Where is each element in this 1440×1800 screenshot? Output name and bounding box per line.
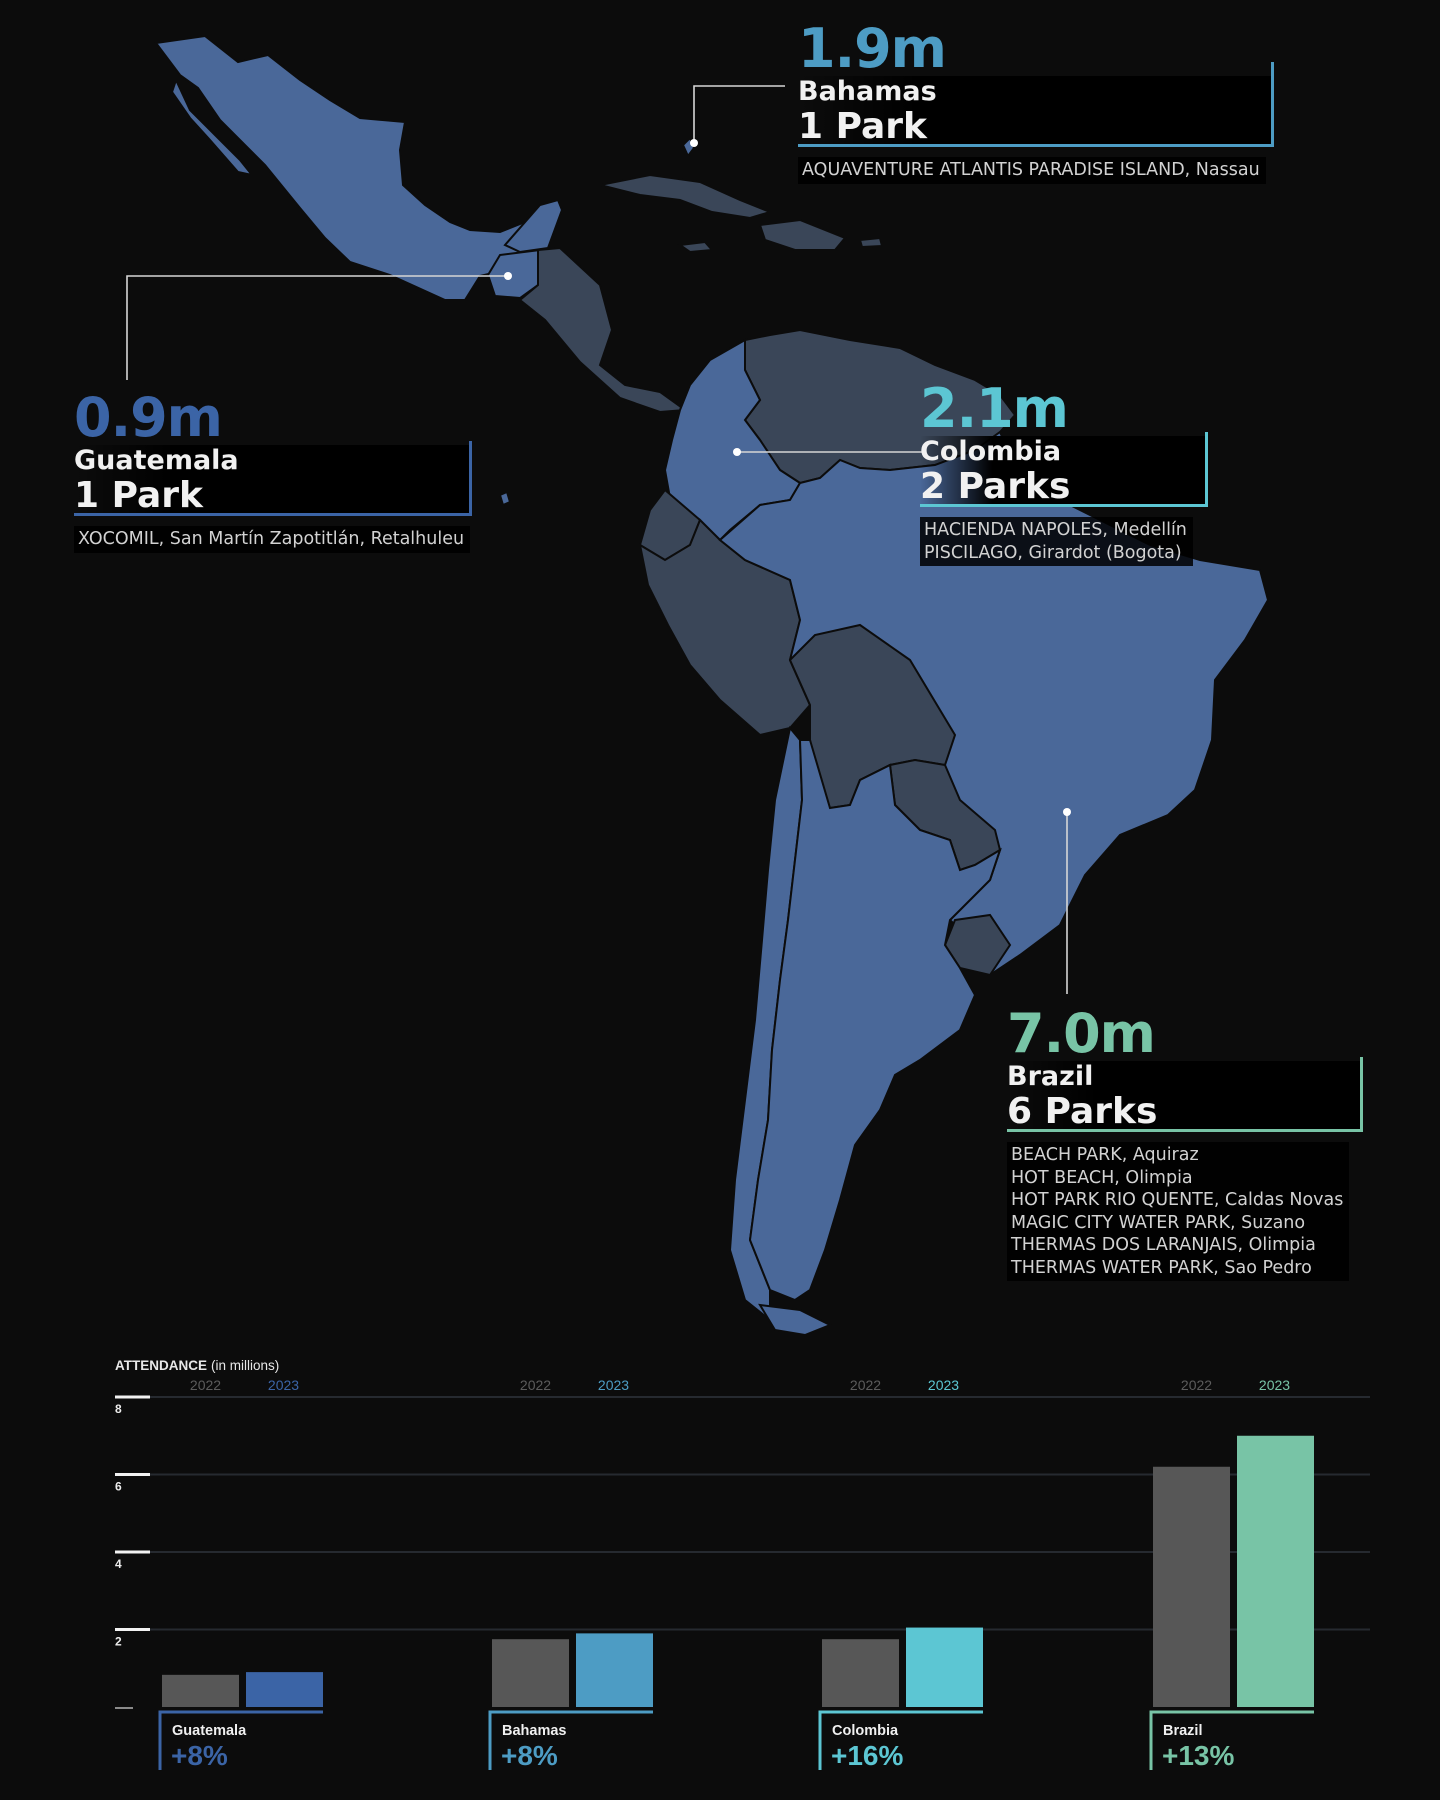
baja-california-shape [170, 77, 255, 177]
latin-america-map [126, 34, 1270, 1337]
brazil-marker [1063, 808, 1071, 816]
group-name-bahamas: Bahamas [502, 1723, 566, 1739]
venue-item: THERMAS WATER PARK, Sao Pedro [1011, 1257, 1312, 1278]
hispaniola-shape [758, 218, 847, 251]
guatemala-callout: 0.9m Guatemala 1 Park XOCOMIL, San Martí… [74, 391, 472, 553]
y-tick-label: 4 [115, 1557, 122, 1571]
guatemala-attendance-value: 0.9m [74, 386, 223, 449]
bahamas-attendance-value: 1.9m [798, 17, 947, 80]
group-name-colombia: Colombia [832, 1723, 899, 1739]
group-frame [488, 1710, 653, 1770]
venue-item: XOCOMIL, San Martín Zapotitlán, Retalhul… [78, 529, 465, 549]
guatemala-frame-horizontal [74, 513, 472, 516]
guatemala-venue-list: XOCOMIL, San Martín Zapotitlán, Retalhul… [74, 526, 471, 553]
bar-2022-guatemala [162, 1674, 239, 1707]
group-name-guatemala: Guatemala [172, 1723, 247, 1739]
bar-2022-bahamas [492, 1639, 569, 1707]
year-label-2022: 2022 [1181, 1377, 1212, 1393]
bar-2023-brazil [1237, 1435, 1314, 1707]
y-axis: 8 6 4 2 [115, 1395, 150, 1709]
bar-2023-bahamas [576, 1633, 653, 1707]
group-frame [1149, 1710, 1314, 1770]
chart-title-note: (in millions) [211, 1358, 279, 1373]
venue-item: HACIENDA NAPOLES, Medellín [924, 520, 1187, 540]
bahamas-country-name: Bahamas [798, 76, 937, 107]
guatemala-marker [504, 272, 512, 280]
brazil-attendance-value: 7.0m [1007, 1002, 1156, 1065]
colombia-marker [733, 448, 741, 456]
group-name-brazil: Brazil [1163, 1723, 1203, 1739]
venue-item: AQUAVENTURE ATLANTIS PARADISE ISLAND, Na… [802, 160, 1260, 180]
colombia-park-count: 2 Parks [920, 466, 1071, 507]
venue-item: PISCILAGO, Girardot (Bogota) [924, 542, 1182, 563]
argentina-shape [748, 739, 1002, 1302]
colombia-frame-horizontal [920, 504, 1208, 507]
attendance-bar-chart: ATTENDANCE (in millions) 8 6 4 2 2022 2023 Gua… [115, 1358, 1370, 1771]
chart-bars [162, 1435, 1314, 1707]
group-change-colombia: +16% [831, 1740, 903, 1771]
guatemala-park-count: 1 Park [74, 475, 203, 516]
tierra-del-fuego-shape [758, 1303, 833, 1337]
mexico-shape [154, 34, 542, 301]
guatemala-leader-line [126, 275, 508, 380]
bar-2022-colombia [822, 1639, 899, 1707]
brazil-country-name: Brazil [1007, 1061, 1094, 1092]
guatemala-frame-vertical [469, 441, 472, 516]
bahamas-leader-line [693, 85, 785, 146]
venue-item: MAGIC CITY WATER PARK, Suzano [1011, 1212, 1306, 1233]
chart-title: ATTENDANCE (in millions) [115, 1358, 279, 1373]
year-label-2023: 2023 [1259, 1377, 1290, 1393]
bar-2022-brazil [1153, 1466, 1230, 1707]
bar-2023-guatemala [246, 1672, 323, 1707]
central-america-shape [518, 246, 688, 414]
bahamas-frame-vertical [1271, 62, 1274, 147]
brazil-venue-list: BEACH PARK, Aquiraz HOT BEACH, Olimpia H… [1007, 1142, 1350, 1281]
bahamas-venue-list: AQUAVENTURE ATLANTIS PARADISE ISLAND, Na… [798, 157, 1266, 184]
brazil-callout: 7.0m Brazil 6 Parks BEACH PARK, Aquiraz … [1007, 1007, 1363, 1281]
chart-title-main: ATTENDANCE [115, 1358, 207, 1373]
colombia-attendance-value: 2.1m [920, 377, 1069, 440]
venue-item: BEACH PARK, Aquiraz [1011, 1145, 1199, 1165]
y-tick-label: 8 [115, 1402, 122, 1416]
colombia-country-name: Colombia [920, 436, 1062, 467]
colombia-callout: 2.1m Colombia 2 Parks HACIENDA NAPOLES, … [920, 382, 1208, 566]
brazil-frame-horizontal [1007, 1129, 1363, 1132]
brazil-frame-vertical [1360, 1057, 1363, 1132]
brazil-park-count: 6 Parks [1007, 1091, 1158, 1132]
colombia-title-box: Colombia 2 Parks [920, 432, 1208, 507]
bahamas-callout: 1.9m Bahamas 1 Park AQUAVENTURE ATLANTIS… [798, 22, 1274, 184]
colombia-venue-list: HACIENDA NAPOLES, Medellín PISCILAGO, Gi… [920, 517, 1193, 566]
group-frame [818, 1710, 983, 1770]
venue-item: HOT BEACH, Olimpia [1011, 1167, 1193, 1188]
jamaica-shape [677, 240, 715, 254]
y-tick-label: 2 [115, 1635, 122, 1649]
group-change-bahamas: +8% [501, 1740, 558, 1771]
year-label-2022: 2022 [190, 1377, 221, 1393]
venue-item: HOT PARK RIO QUENTE, Caldas Novas [1011, 1190, 1344, 1210]
puerto-rico-shape [858, 236, 884, 249]
bahamas-marker [690, 139, 698, 147]
brazil-title-box: Brazil 6 Parks [1007, 1057, 1363, 1132]
year-label-2023: 2023 [598, 1377, 629, 1393]
bar-2023-colombia [906, 1627, 983, 1707]
year-label-2022: 2022 [850, 1377, 881, 1393]
group-frame [158, 1710, 323, 1770]
year-label-2023: 2023 [928, 1377, 959, 1393]
cuba-shape [599, 173, 774, 220]
bahamas-park-count: 1 Park [798, 106, 927, 147]
guatemala-title-box: Guatemala 1 Park [74, 441, 472, 516]
galapagos-shape [498, 490, 512, 507]
group-change-brazil: +13% [1162, 1740, 1234, 1771]
y-tick-label: 6 [115, 1480, 122, 1494]
colombia-frame-vertical [1205, 432, 1208, 507]
venue-item: THERMAS DOS LARANJAIS, Olimpia [1011, 1235, 1316, 1255]
group-change-guatemala: +8% [171, 1740, 228, 1771]
year-label-2023: 2023 [268, 1377, 299, 1393]
guatemala-country-name: Guatemala [74, 445, 239, 476]
bahamas-title-box: Bahamas 1 Park [798, 62, 1274, 147]
year-label-2022: 2022 [520, 1377, 551, 1393]
bahamas-frame-horizontal [798, 144, 1274, 147]
